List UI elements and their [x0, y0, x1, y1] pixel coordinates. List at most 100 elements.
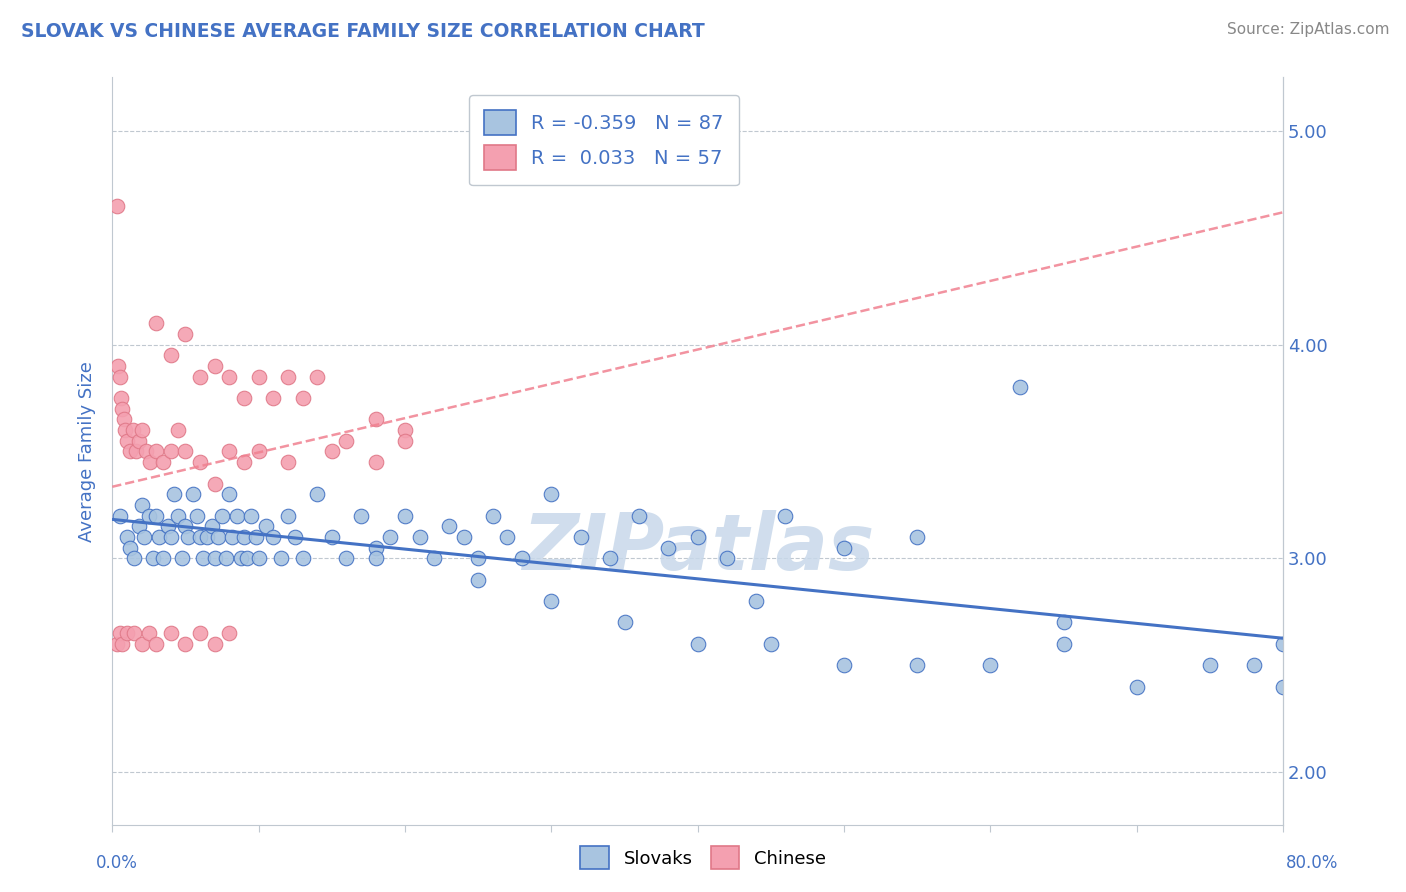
Point — [135, 444, 157, 458]
Point — [174, 519, 197, 533]
Point — [467, 551, 489, 566]
Point — [167, 508, 190, 523]
Text: SLOVAK VS CHINESE AVERAGE FAMILY SIZE CORRELATION CHART: SLOVAK VS CHINESE AVERAGE FAMILY SIZE CO… — [21, 22, 704, 41]
Point — [204, 637, 226, 651]
Point — [138, 508, 160, 523]
Point — [207, 530, 229, 544]
Text: 0.0%: 0.0% — [96, 855, 138, 872]
Point — [159, 444, 181, 458]
Point — [335, 434, 357, 448]
Point — [496, 530, 519, 544]
Point — [174, 637, 197, 651]
Point — [131, 637, 153, 651]
Point — [131, 498, 153, 512]
Point — [453, 530, 475, 544]
Point — [394, 508, 416, 523]
Point — [188, 530, 211, 544]
Point — [159, 348, 181, 362]
Point — [221, 530, 243, 544]
Point — [1272, 637, 1295, 651]
Point — [138, 626, 160, 640]
Point — [107, 359, 129, 373]
Point — [108, 626, 131, 640]
Point — [335, 551, 357, 566]
Point — [156, 519, 179, 533]
Point — [686, 530, 709, 544]
Point — [188, 455, 211, 469]
Point — [204, 551, 226, 566]
Point — [277, 369, 299, 384]
Point — [188, 369, 211, 384]
Point — [284, 530, 307, 544]
Point — [188, 626, 211, 640]
Point — [215, 551, 238, 566]
Point — [307, 369, 329, 384]
Point — [159, 626, 181, 640]
Point — [218, 444, 240, 458]
Point — [599, 551, 621, 566]
Text: Source: ZipAtlas.com: Source: ZipAtlas.com — [1226, 22, 1389, 37]
Point — [174, 326, 197, 341]
Point — [408, 530, 430, 544]
Point — [233, 530, 256, 544]
Point — [364, 541, 387, 555]
Text: ZIPatlas: ZIPatlas — [522, 509, 873, 586]
Point — [1272, 680, 1295, 694]
Point — [759, 637, 782, 651]
Point — [716, 551, 738, 566]
Point — [145, 508, 167, 523]
Point — [163, 487, 186, 501]
Point — [979, 658, 1001, 673]
Point — [204, 476, 226, 491]
Point — [105, 199, 128, 213]
Point — [364, 412, 387, 426]
Point — [114, 423, 136, 437]
Point — [195, 530, 218, 544]
Point — [321, 530, 343, 544]
Point — [277, 508, 299, 523]
Point — [1126, 680, 1149, 694]
Point — [218, 487, 240, 501]
Point — [481, 508, 503, 523]
Point — [569, 530, 592, 544]
Point — [277, 455, 299, 469]
Point — [112, 412, 135, 426]
Point — [262, 530, 284, 544]
Point — [254, 519, 277, 533]
Y-axis label: Average Family Size: Average Family Size — [79, 361, 96, 541]
Point — [1243, 658, 1265, 673]
Point — [108, 508, 131, 523]
Point — [657, 541, 679, 555]
Point — [118, 444, 141, 458]
Point — [247, 551, 270, 566]
Point — [108, 369, 131, 384]
Point — [148, 530, 170, 544]
Point — [115, 434, 138, 448]
Point — [122, 626, 145, 640]
Point — [236, 551, 259, 566]
Point — [152, 455, 174, 469]
Point — [240, 508, 263, 523]
Point — [905, 530, 928, 544]
Point — [134, 530, 156, 544]
Point — [364, 551, 387, 566]
Point — [174, 444, 197, 458]
Point — [115, 626, 138, 640]
Point — [775, 508, 797, 523]
Point — [437, 519, 460, 533]
Point — [247, 444, 270, 458]
Point — [832, 541, 855, 555]
Point — [145, 637, 167, 651]
Point — [832, 658, 855, 673]
Point — [111, 401, 134, 416]
Point — [186, 508, 208, 523]
Point — [128, 519, 150, 533]
Point — [380, 530, 402, 544]
Point — [159, 530, 181, 544]
Point — [229, 551, 252, 566]
Point — [745, 594, 768, 608]
Text: 80.0%: 80.0% — [1286, 855, 1339, 872]
Point — [172, 551, 194, 566]
Point — [152, 551, 174, 566]
Point — [218, 626, 240, 640]
